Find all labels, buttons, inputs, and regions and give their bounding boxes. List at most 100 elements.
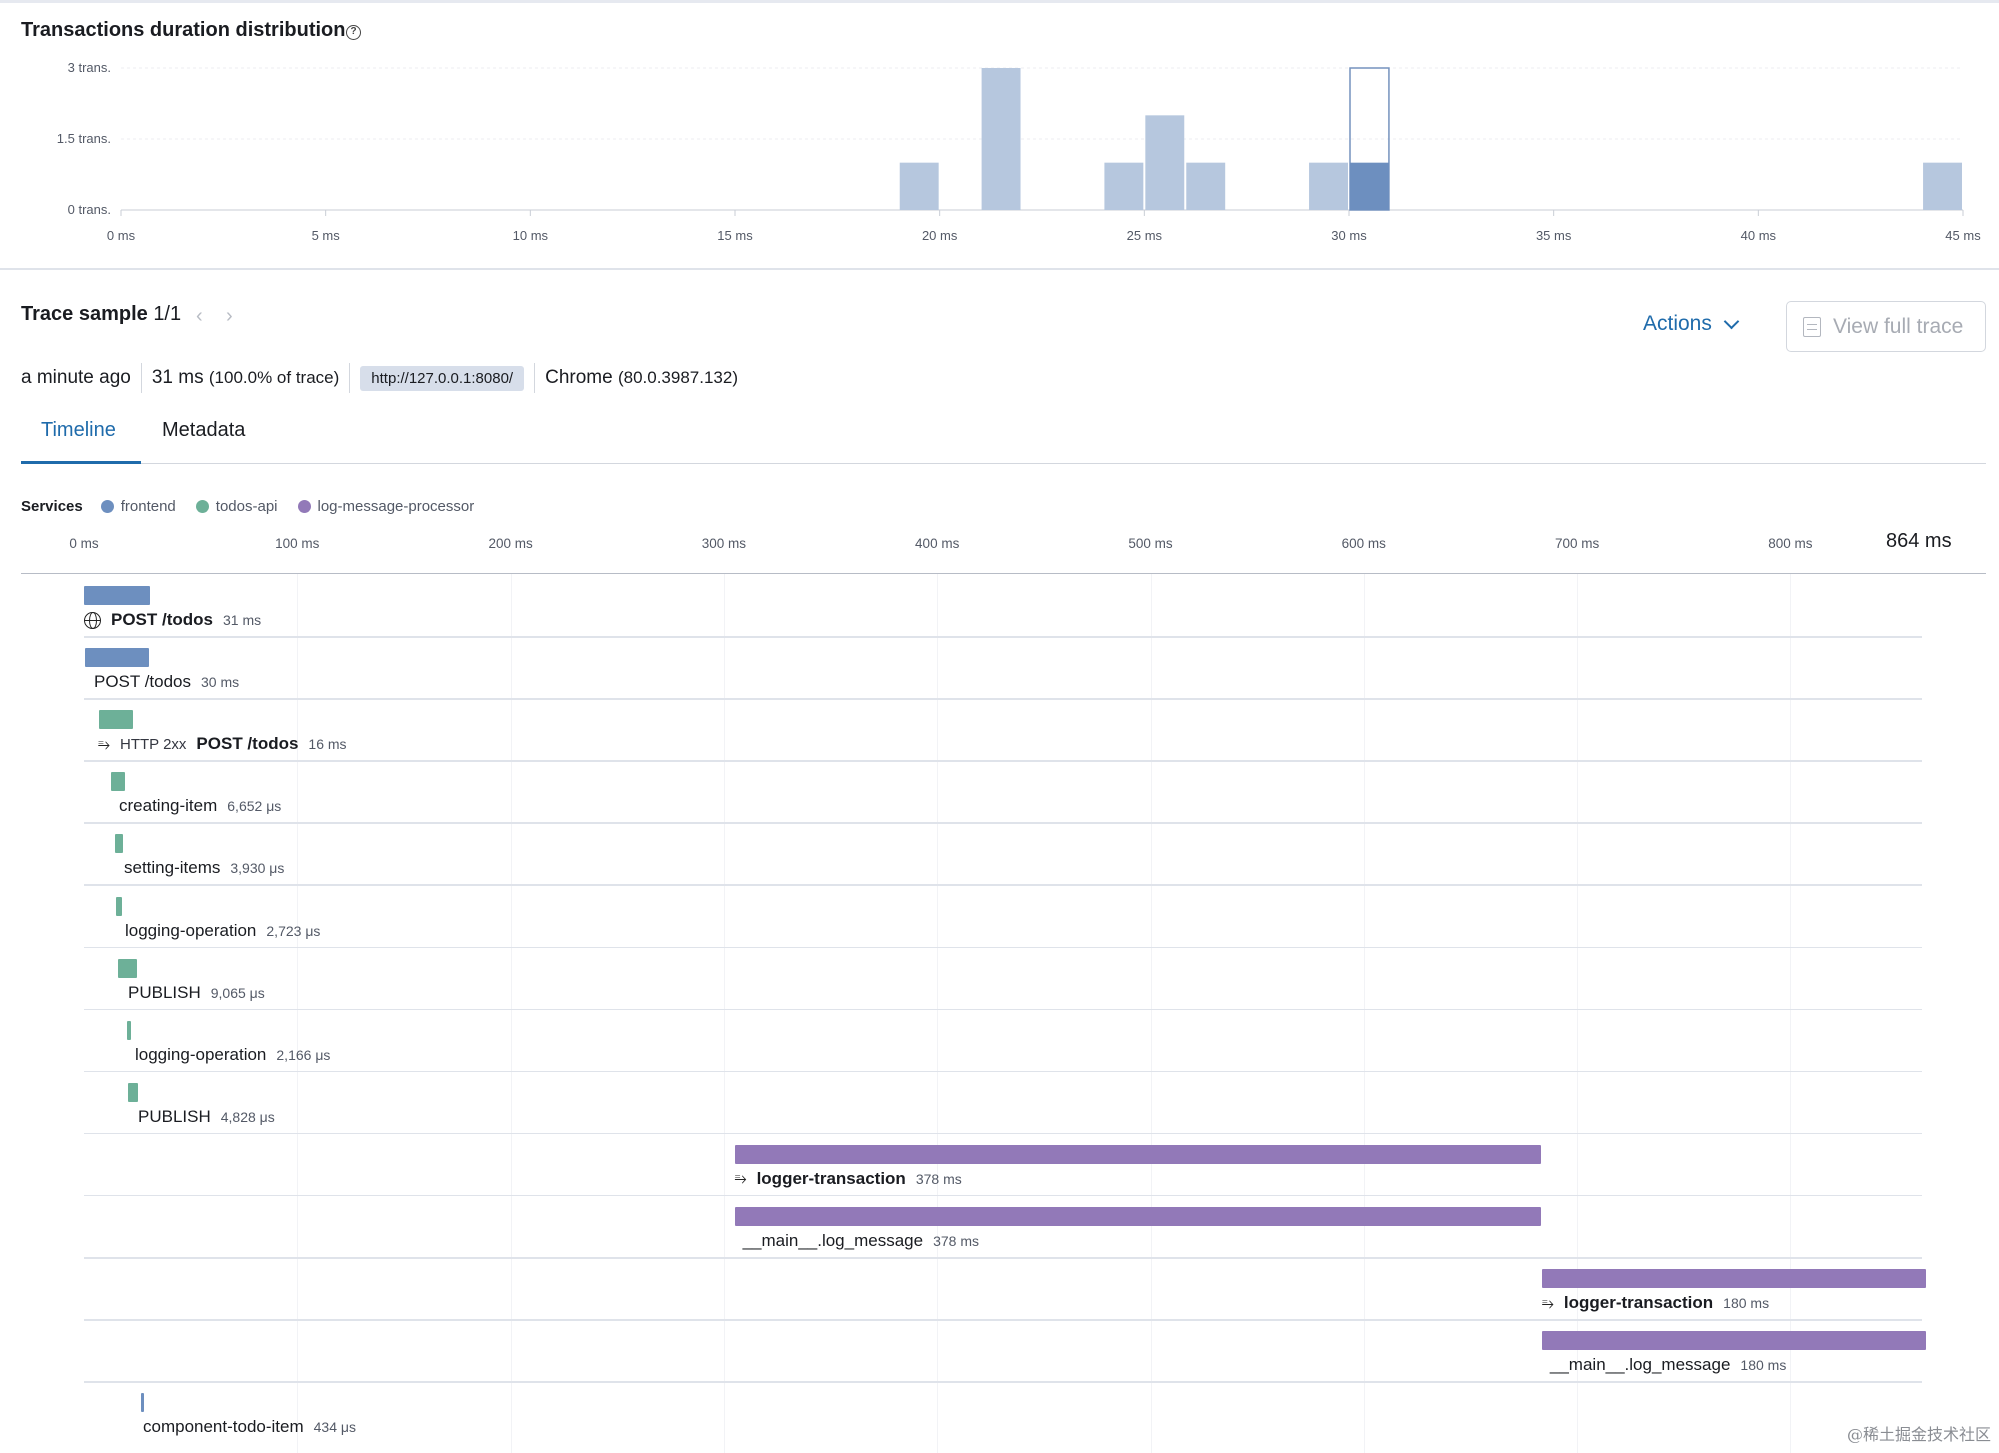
span-name: POST /todos [94, 672, 192, 692]
span-label[interactable]: ⥱ logger-transaction 378 ms [735, 1169, 962, 1189]
timeline-axis: 864 ms 0 ms 100 ms 200 ms 300 ms 400 ms 500 m… [21, 530, 1986, 574]
span-label[interactable]: PUBLISH 4,828 μs [138, 1107, 275, 1127]
span-name: __main__.log_message [742, 1231, 924, 1250]
histogram-bar [1350, 162, 1389, 210]
y-tick-label: 1.5 trans. [57, 131, 111, 146]
span-name: PUBLISH [128, 982, 201, 1002]
document-icon [1803, 316, 1821, 337]
x-tick-label: 25 ms [1127, 228, 1163, 243]
duration-histogram[interactable]: 0 trans. 1.5 trans. 3 trans. 0 ms 5 ms 10 ms 1… [0, 3, 1999, 273]
span-duration: 4,828 μs [220, 1108, 275, 1125]
span-duration: 180 ms [1740, 1357, 1787, 1374]
timeline-gridline [723, 574, 725, 1453]
span-label[interactable]: ⥱ logger-transaction 180 ms [1542, 1293, 1769, 1313]
span-bar[interactable] [110, 772, 125, 792]
trace-duration-percent: (100.0% of trace) [208, 368, 340, 387]
span-label[interactable]: PUBLISH 9,065 μs [128, 983, 265, 1003]
span-bar[interactable] [1541, 1269, 1926, 1289]
span-duration: 378 ms [915, 1170, 962, 1187]
trace-sample-page: 1/1 [153, 303, 182, 325]
divider [349, 363, 351, 393]
row-divider [84, 1381, 1922, 1383]
view-full-trace-label: View full trace [1833, 314, 1964, 338]
span-bar[interactable] [85, 648, 150, 668]
view-full-trace-button[interactable]: View full trace [1786, 301, 1986, 352]
span-name: POST /todos [111, 610, 213, 629]
span-label[interactable]: __main__.log_message 180 ms [1550, 1355, 1786, 1375]
row-divider [84, 636, 1922, 638]
span-name: __main__.log_message [1549, 1355, 1731, 1375]
chevron-right-icon[interactable]: › [226, 305, 233, 327]
span-bar[interactable] [127, 1082, 139, 1102]
trace-summary: a minute ago 31 ms (100.0% of trace) htt… [21, 362, 738, 394]
timeline-tick-label: 400 ms [915, 536, 960, 551]
timeline-gridline [297, 574, 299, 1453]
trace-age: a minute ago [21, 367, 131, 388]
service-todos-api: todos-api [195, 498, 278, 515]
timeline-tick-label: 500 ms [1128, 536, 1173, 551]
row-divider [84, 822, 1922, 824]
x-tick-label: 10 ms [513, 228, 549, 243]
merge-icon: ⥱ [1541, 1294, 1554, 1312]
row-divider [84, 1008, 1922, 1011]
tab-metadata[interactable]: Metadata [162, 419, 246, 441]
timeline-tick-label: 100 ms [275, 536, 320, 551]
service-name: frontend [120, 498, 176, 515]
service-log-message-processor: log-message-processor [297, 498, 475, 515]
span-label[interactable]: logging-operation 2,723 μs [125, 921, 320, 941]
duration-distribution-panel: Transactions duration distribution ? 0 t… [0, 0, 1999, 270]
span-bar[interactable] [734, 1144, 1541, 1164]
span-label[interactable]: component-todo-item 434 μs [143, 1417, 356, 1437]
histogram-bar [1145, 115, 1185, 210]
span-bar[interactable] [115, 896, 122, 916]
timeline-tick-label: 800 ms [1768, 536, 1813, 551]
span-label[interactable]: POST /todos 30 ms [94, 672, 239, 692]
span-name: PUBLISH [138, 1106, 211, 1126]
timeline-gridline [1577, 574, 1579, 1453]
span-label[interactable]: setting-items 3,930 μs [124, 858, 284, 878]
tab-timeline[interactable]: Timeline [41, 419, 116, 441]
question-circle-icon[interactable]: ? [346, 25, 361, 40]
x-tick-label: 30 ms [1331, 228, 1367, 243]
timeline-tick-label: 300 ms [701, 536, 747, 551]
merge-icon: ⥱ [98, 735, 111, 753]
row-divider [84, 884, 1922, 886]
distribution-title: Transactions duration distribution [21, 19, 346, 41]
span-bar[interactable] [126, 1020, 132, 1040]
span-bar[interactable] [140, 1393, 144, 1413]
span-bar[interactable] [114, 834, 124, 854]
timeline-gridline [1150, 574, 1152, 1453]
span-label[interactable]: logging-operation 2,166 μs [135, 1045, 330, 1065]
histogram-bar [1923, 162, 1962, 210]
histogram-bar [1104, 162, 1144, 210]
span-label[interactable]: POST /todos 31 ms [84, 610, 261, 630]
url-badge[interactable]: http://127.0.0.1:8080/ [360, 365, 525, 391]
actions-label: Actions [1643, 312, 1712, 335]
span-name: POST /todos [196, 734, 299, 754]
span-bar[interactable] [734, 1207, 1541, 1226]
span-bar[interactable] [1541, 1331, 1926, 1351]
service-name: log-message-processor [317, 498, 475, 515]
span-bar[interactable] [98, 710, 134, 730]
timeline-gridline [937, 574, 939, 1453]
span-bar[interactable] [84, 586, 151, 605]
divider [534, 363, 536, 393]
trace-sample-title: Trace sample 1/1 [21, 303, 181, 326]
chevron-left-icon[interactable]: ‹ [196, 305, 203, 327]
timeline-gridline [1363, 574, 1365, 1453]
span-duration: 434 μs [313, 1419, 356, 1436]
actions-dropdown[interactable]: Actions [1643, 312, 1740, 336]
span-duration: 3,930 μs [230, 860, 285, 877]
span-label[interactable]: creating-item 6,652 μs [119, 796, 281, 816]
active-tab-indicator [21, 461, 141, 464]
span-label[interactable]: __main__.log_message 378 ms [743, 1231, 979, 1251]
row-divider [84, 760, 1922, 762]
merge-icon: ⥱ [734, 1170, 747, 1188]
span-bar[interactable] [118, 958, 138, 978]
span-duration: 378 ms [933, 1233, 979, 1249]
timeline-tick-label: 600 ms [1341, 536, 1386, 551]
x-tick-label: 45 ms [1945, 228, 1981, 243]
waterfall-timeline: POST /todos 31 ms POST /todos 30 ms ⥱ HTTP 2x… [0, 574, 1999, 1453]
span-label[interactable]: ⥱ HTTP 2xx POST /todos 16 ms [98, 734, 347, 754]
timeline-gridline [510, 574, 512, 1453]
